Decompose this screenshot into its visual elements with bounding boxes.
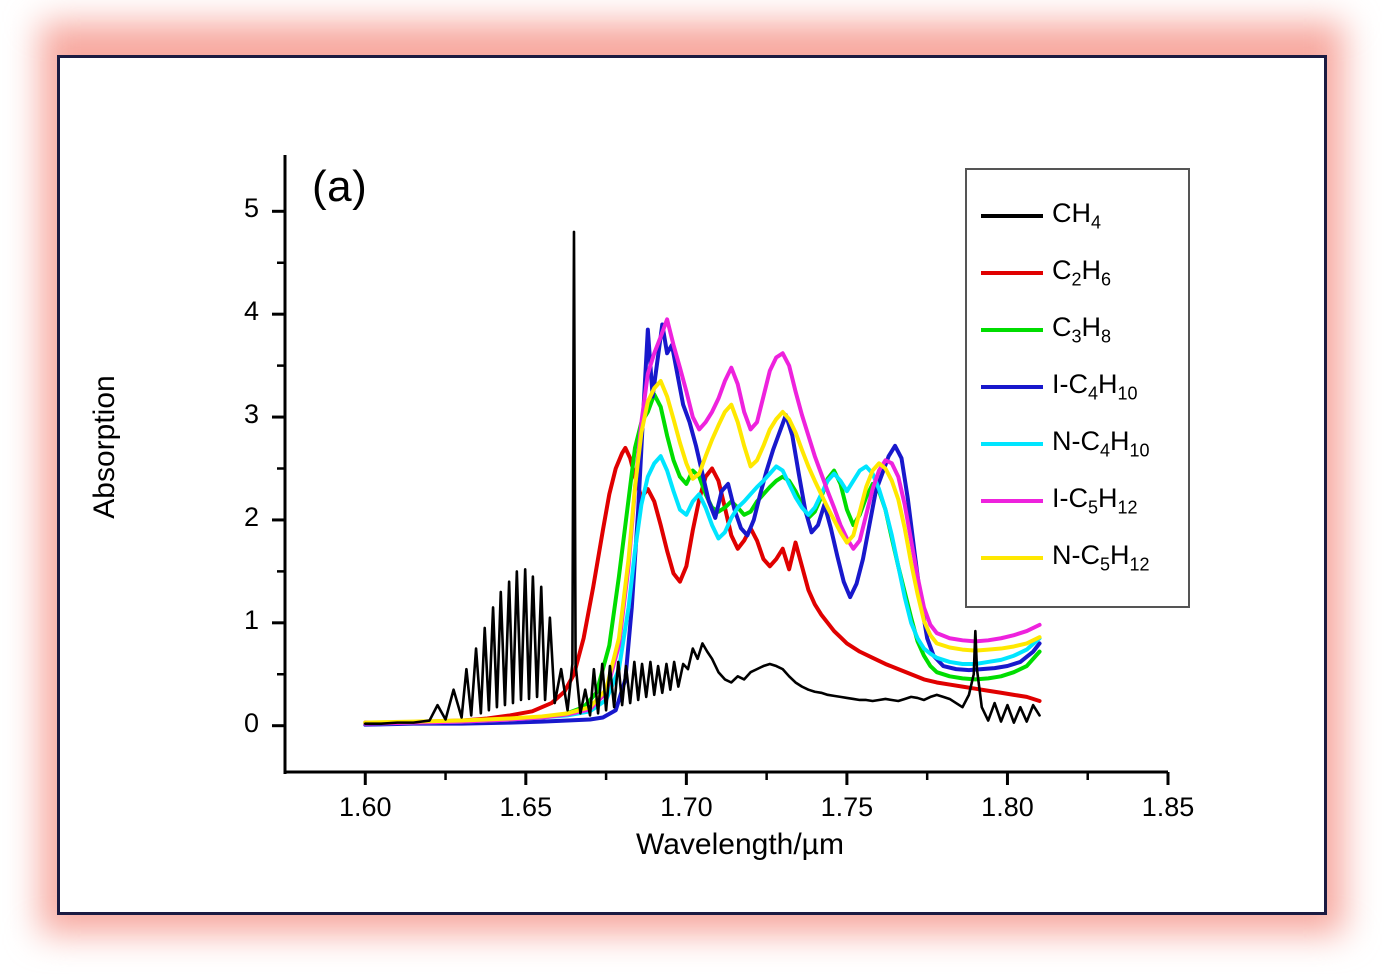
legend-swatch-N-C4H10 bbox=[981, 442, 1043, 446]
legend-item-I-C4H10[interactable]: I-C4H10 bbox=[967, 367, 1192, 407]
legend-swatch-CH4 bbox=[981, 214, 1043, 218]
y-tick-label: 5 bbox=[243, 193, 259, 224]
y-axis-label: Absorption bbox=[88, 375, 121, 519]
legend-label-CH4: CH4 bbox=[1052, 198, 1102, 233]
legend-swatch-C3H8 bbox=[981, 328, 1043, 332]
x-tick-label: 1.70 bbox=[660, 792, 713, 822]
legend-label-C2H6: C2H6 bbox=[1052, 255, 1112, 290]
legend-item-C3H8[interactable]: C3H8 bbox=[967, 310, 1192, 350]
x-tick-label: 1.60 bbox=[338, 792, 392, 822]
legend-item-I-C5H12[interactable]: I-C5H12 bbox=[967, 481, 1192, 521]
x-tick-label: 1.85 bbox=[1141, 792, 1195, 822]
legend-label-C3H8: C3H8 bbox=[1052, 312, 1112, 347]
legend-label-N-C5H12: N-C5H12 bbox=[1052, 540, 1150, 575]
x-tick-label: 1.75 bbox=[820, 792, 874, 822]
legend-label-I-C4H10: I-C4H10 bbox=[1052, 369, 1138, 404]
series-line-I-C4H10 bbox=[363, 322, 1042, 727]
legend-label-N-C4H10: N-C4H10 bbox=[1052, 426, 1150, 461]
legend-label-I-C5H12: I-C5H12 bbox=[1052, 483, 1138, 518]
legend-item-CH4[interactable]: CH4 bbox=[967, 196, 1192, 236]
y-tick-label: 0 bbox=[243, 707, 259, 738]
x-tick-label: 1.80 bbox=[981, 792, 1034, 822]
y-tick-label: 4 bbox=[243, 296, 259, 327]
y-tick-label: 1 bbox=[243, 604, 259, 635]
legend-swatch-C2H6 bbox=[981, 271, 1043, 275]
series-line-CH4 bbox=[363, 230, 1041, 725]
x-tick-label: 1.65 bbox=[499, 792, 553, 822]
legend-swatch-N-C5H12 bbox=[981, 556, 1043, 560]
panel-label: (a) bbox=[312, 162, 368, 211]
legend-item-C2H6[interactable]: C2H6 bbox=[967, 253, 1192, 293]
series-line-N-C5H12 bbox=[363, 379, 1042, 725]
legend-swatch-I-C4H10 bbox=[981, 385, 1043, 389]
legend-swatch-I-C5H12 bbox=[981, 499, 1043, 503]
series-line-C2H6 bbox=[363, 445, 1042, 725]
x-axis-label: Wavelength/µm bbox=[636, 828, 844, 861]
legend: CH4 C2H6 C3H8 I-C4H10 N-C4H10 I-C5H12 N-C5H12 bbox=[965, 168, 1190, 608]
legend-item-N-C4H10[interactable]: N-C4H10 bbox=[967, 424, 1192, 464]
y-tick-label: 2 bbox=[243, 501, 259, 532]
series-line-N-C4H10 bbox=[363, 454, 1042, 726]
legend-item-N-C5H12[interactable]: N-C5H12 bbox=[967, 538, 1192, 578]
y-tick-label: 3 bbox=[243, 399, 259, 430]
